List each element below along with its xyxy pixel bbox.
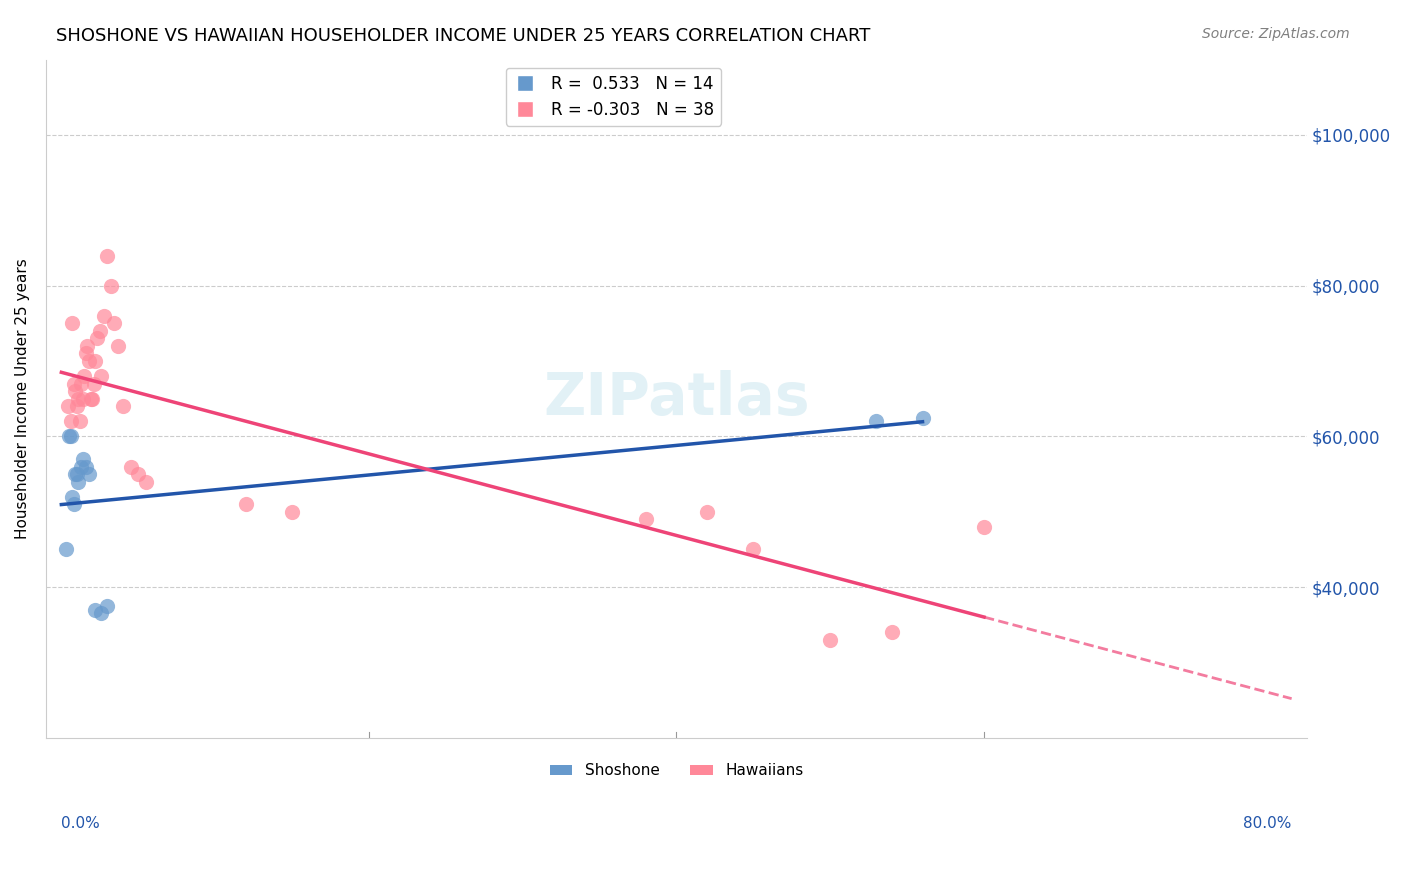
Point — [59, 414, 82, 428]
Point — [742, 542, 765, 557]
Point — [63, 384, 86, 399]
Point — [66, 399, 89, 413]
Point — [75, 459, 97, 474]
Point — [911, 410, 934, 425]
Point — [55, 542, 77, 557]
Point — [72, 452, 94, 467]
Point — [60, 490, 83, 504]
Legend: Shoshone, Hawaiians: Shoshone, Hawaiians — [543, 757, 810, 784]
Point — [96, 599, 118, 613]
Point — [66, 467, 89, 481]
Point — [70, 376, 93, 391]
Point — [56, 399, 79, 413]
Point — [70, 459, 93, 474]
Point — [100, 278, 122, 293]
Point — [59, 429, 82, 443]
Point — [63, 467, 86, 481]
Point — [820, 632, 842, 647]
Point — [82, 392, 104, 406]
Point — [120, 459, 142, 474]
Point — [62, 497, 84, 511]
Point — [973, 520, 995, 534]
Point — [84, 354, 107, 368]
Point — [67, 392, 90, 406]
Point — [72, 392, 94, 406]
Point — [76, 339, 98, 353]
Point — [93, 309, 115, 323]
Text: 80.0%: 80.0% — [1243, 816, 1292, 831]
Point — [83, 376, 105, 391]
Point — [880, 625, 903, 640]
Text: ZIPatlas: ZIPatlas — [543, 370, 810, 427]
Point — [84, 603, 107, 617]
Text: 0.0%: 0.0% — [62, 816, 100, 831]
Point — [634, 512, 657, 526]
Point — [69, 414, 91, 428]
Point — [696, 505, 718, 519]
Point — [89, 324, 111, 338]
Point — [127, 467, 149, 481]
Text: Source: ZipAtlas.com: Source: ZipAtlas.com — [1202, 27, 1350, 41]
Point — [86, 331, 108, 345]
Point — [90, 607, 112, 621]
Point — [60, 317, 83, 331]
Point — [96, 248, 118, 262]
Point — [77, 354, 100, 368]
Point — [865, 414, 887, 428]
Point — [67, 475, 90, 489]
Point — [107, 339, 129, 353]
Point — [103, 317, 125, 331]
Point — [281, 505, 304, 519]
Point — [135, 475, 157, 489]
Point — [235, 497, 257, 511]
Point — [111, 399, 134, 413]
Point — [79, 392, 101, 406]
Y-axis label: Householder Income Under 25 years: Householder Income Under 25 years — [15, 259, 30, 539]
Point — [77, 467, 100, 481]
Point — [62, 376, 84, 391]
Text: SHOSHONE VS HAWAIIAN HOUSEHOLDER INCOME UNDER 25 YEARS CORRELATION CHART: SHOSHONE VS HAWAIIAN HOUSEHOLDER INCOME … — [56, 27, 870, 45]
Point — [90, 369, 112, 384]
Point — [73, 369, 96, 384]
Point — [75, 346, 97, 360]
Point — [58, 429, 80, 443]
